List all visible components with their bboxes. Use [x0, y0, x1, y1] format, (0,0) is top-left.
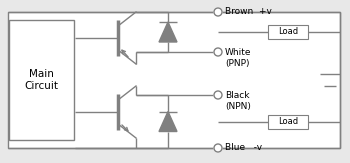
Text: Main
Circuit: Main Circuit [25, 69, 58, 91]
Text: Load: Load [278, 28, 298, 37]
Text: Blue   -v: Blue -v [225, 143, 262, 153]
Text: Brown  +v: Brown +v [225, 7, 272, 16]
Text: Load: Load [278, 117, 298, 126]
Polygon shape [159, 111, 177, 132]
Circle shape [214, 48, 222, 56]
Bar [268, 25, 308, 39]
Text: White
(PNP): White (PNP) [225, 48, 252, 68]
Text: Black
(NPN): Black (NPN) [225, 91, 251, 111]
Circle shape [214, 91, 222, 99]
Bar [9, 20, 74, 140]
Circle shape [214, 8, 222, 16]
Bar [268, 114, 308, 128]
Polygon shape [159, 22, 177, 42]
Circle shape [214, 144, 222, 152]
Bar [8, 12, 340, 148]
